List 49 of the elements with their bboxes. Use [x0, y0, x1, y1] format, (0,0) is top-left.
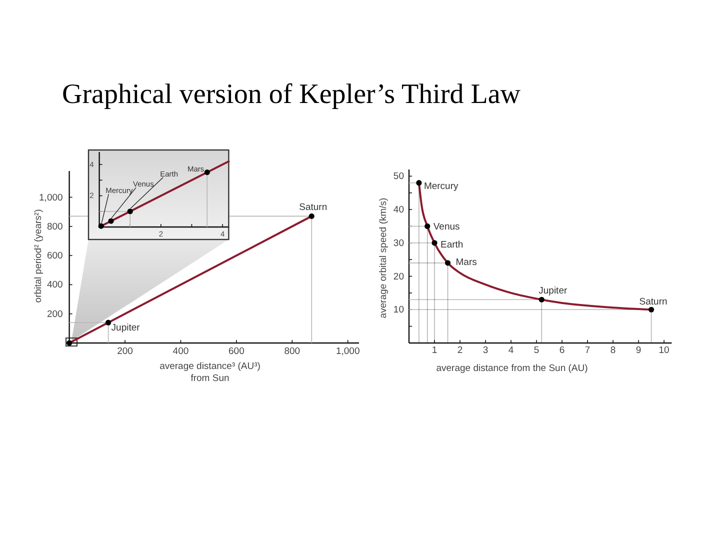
chart-title: Graphical version of Kepler’s Third Law	[62, 79, 522, 110]
y-axis-title: average orbital speed (km/s)	[378, 198, 388, 318]
annotation: Jupiter	[111, 322, 140, 334]
x-tick-label: 4	[508, 345, 514, 356]
x-tick-label: 400	[172, 346, 189, 358]
x-tick-label: 2	[457, 345, 463, 356]
x-tick-label: 7	[584, 345, 590, 356]
point	[106, 320, 112, 326]
point	[432, 240, 438, 246]
annotation: Saturn	[299, 202, 328, 213]
annotation: Mars	[456, 256, 478, 268]
y-tick-label: 1,000	[39, 192, 63, 204]
x-tick-label: 1,000	[336, 346, 360, 358]
x-tick-label: 3	[482, 345, 488, 356]
y-tick-label: 30	[393, 238, 404, 249]
x-tick-label: 9	[636, 345, 642, 356]
y-tick-label: 10	[393, 304, 404, 316]
point	[108, 218, 114, 224]
x-tick-label: 800	[284, 346, 300, 358]
x-tick-label: 8	[610, 345, 616, 356]
y-tick-label: 50	[393, 171, 404, 182]
annotation: Mercury	[424, 180, 459, 192]
point	[424, 223, 430, 230]
point	[204, 170, 210, 176]
annotation: Venus	[433, 221, 460, 232]
y-tick-label: 400	[46, 280, 63, 291]
x-tick-label: 600	[228, 346, 244, 358]
point	[127, 208, 133, 214]
y-tick-label: 20	[393, 271, 404, 282]
y-tick-label: 40	[393, 204, 404, 216]
point	[308, 213, 314, 219]
annotation: Saturn	[639, 296, 668, 308]
annotation: Earth	[440, 238, 464, 250]
x-axis-title: average distance from the Sun (AU)	[436, 362, 588, 374]
x-axis-title: average distance³ (AU³) from Sun	[160, 360, 260, 384]
y-tick-label: 200	[46, 308, 63, 320]
point	[538, 296, 544, 302]
x-tick-label: 10	[658, 345, 670, 356]
x-tick-label: 1	[432, 345, 438, 356]
y-tick-label: 600	[46, 250, 63, 262]
x-tick-label: 200	[117, 346, 133, 358]
x-tick-label: 6	[559, 345, 565, 356]
point	[648, 306, 654, 312]
x-tick-label: 5	[534, 345, 540, 356]
annotation: Jupiter	[538, 285, 568, 296]
point	[416, 180, 422, 186]
point	[444, 260, 451, 266]
point	[98, 223, 104, 229]
y-axis-title: orbital period² (years²)	[32, 209, 44, 303]
